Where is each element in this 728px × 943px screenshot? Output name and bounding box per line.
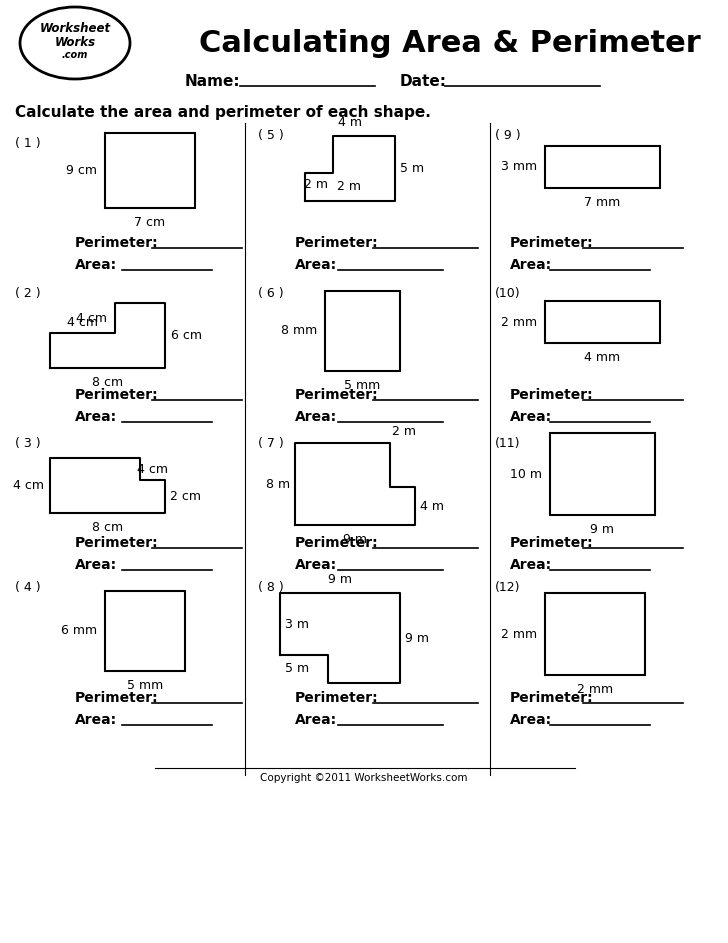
- Text: 5 m: 5 m: [285, 662, 309, 675]
- Text: 9 m: 9 m: [328, 573, 352, 586]
- Text: ( 4 ): ( 4 ): [15, 582, 41, 594]
- Text: Perimeter:: Perimeter:: [295, 691, 379, 705]
- Text: 8 mm: 8 mm: [281, 324, 317, 338]
- Text: Area:: Area:: [510, 410, 552, 424]
- Text: 4 mm: 4 mm: [585, 351, 620, 364]
- Text: (11): (11): [495, 437, 521, 450]
- Text: ( 2 ): ( 2 ): [15, 287, 41, 300]
- Ellipse shape: [20, 7, 130, 79]
- Text: 2 m: 2 m: [304, 177, 328, 190]
- Bar: [545, 593, 645, 675]
- Text: Name:: Name:: [185, 74, 241, 89]
- Text: 7 mm: 7 mm: [585, 196, 621, 209]
- Text: Perimeter:: Perimeter:: [295, 236, 379, 250]
- Text: Perimeter:: Perimeter:: [75, 536, 159, 550]
- Text: 3 m: 3 m: [285, 618, 309, 631]
- Bar: [545, 146, 660, 188]
- Text: Area:: Area:: [75, 713, 117, 727]
- Text: .com: .com: [62, 50, 88, 60]
- Text: ( 6 ): ( 6 ): [258, 287, 284, 300]
- Text: Perimeter:: Perimeter:: [510, 236, 593, 250]
- Text: 10 m: 10 m: [510, 468, 542, 481]
- Text: Date:: Date:: [400, 74, 447, 89]
- Text: 5 mm: 5 mm: [344, 379, 381, 392]
- Text: Perimeter:: Perimeter:: [75, 236, 159, 250]
- Text: Perimeter:: Perimeter:: [510, 691, 593, 705]
- Text: 9 m: 9 m: [405, 632, 429, 644]
- Text: ( 1 ): ( 1 ): [15, 137, 41, 150]
- Bar: [550, 433, 655, 515]
- Text: 4 cm: 4 cm: [13, 479, 44, 492]
- Text: 2 m: 2 m: [392, 425, 416, 438]
- Text: 6 cm: 6 cm: [171, 329, 202, 342]
- Text: Calculating Area & Perimeter: Calculating Area & Perimeter: [199, 28, 701, 58]
- Text: Area:: Area:: [510, 713, 552, 727]
- Text: ( 9 ): ( 9 ): [495, 128, 521, 141]
- Text: 3 mm: 3 mm: [501, 160, 537, 174]
- Text: 5 m: 5 m: [400, 162, 424, 175]
- Text: 9 m: 9 m: [590, 523, 614, 536]
- Text: 4 cm: 4 cm: [67, 316, 98, 329]
- Text: Area:: Area:: [510, 558, 552, 572]
- Text: Area:: Area:: [295, 558, 337, 572]
- Text: Worksheet: Worksheet: [39, 23, 111, 36]
- Text: Area:: Area:: [75, 258, 117, 272]
- Text: Perimeter:: Perimeter:: [295, 388, 379, 402]
- Bar: [105, 591, 185, 671]
- Text: Area:: Area:: [75, 558, 117, 572]
- Text: Perimeter:: Perimeter:: [510, 388, 593, 402]
- Text: (10): (10): [495, 287, 521, 300]
- Bar: [105, 133, 195, 208]
- Text: 2 mm: 2 mm: [577, 683, 613, 696]
- Text: 2 mm: 2 mm: [501, 316, 537, 328]
- Text: 7 cm: 7 cm: [135, 216, 165, 229]
- Text: Area:: Area:: [295, 410, 337, 424]
- Text: 8 m: 8 m: [266, 477, 290, 490]
- Text: 4 cm: 4 cm: [76, 311, 107, 324]
- Text: Perimeter:: Perimeter:: [510, 536, 593, 550]
- Text: (12): (12): [495, 582, 521, 594]
- Bar: [325, 291, 400, 371]
- Text: ( 5 ): ( 5 ): [258, 128, 284, 141]
- Text: 8 cm: 8 cm: [92, 376, 123, 389]
- Text: ( 3 ): ( 3 ): [15, 437, 41, 450]
- Text: Calculate the area and perimeter of each shape.: Calculate the area and perimeter of each…: [15, 106, 431, 121]
- Text: 2 m: 2 m: [337, 180, 361, 193]
- Text: 9 m: 9 m: [343, 533, 367, 546]
- Text: 2 mm: 2 mm: [501, 627, 537, 640]
- Text: 8 cm: 8 cm: [92, 521, 123, 534]
- Text: ( 8 ): ( 8 ): [258, 582, 284, 594]
- Text: Perimeter:: Perimeter:: [75, 691, 159, 705]
- Text: Area:: Area:: [75, 410, 117, 424]
- Text: 9 cm: 9 cm: [66, 164, 97, 177]
- Text: Perimeter:: Perimeter:: [295, 536, 379, 550]
- Text: Copyright ©2011 WorksheetWorks.com: Copyright ©2011 WorksheetWorks.com: [260, 773, 468, 783]
- Text: 4 m: 4 m: [338, 116, 362, 129]
- Text: Area:: Area:: [510, 258, 552, 272]
- Text: Area:: Area:: [295, 713, 337, 727]
- Text: 4 m: 4 m: [420, 500, 444, 512]
- Text: 4 cm: 4 cm: [137, 463, 168, 476]
- Text: Perimeter:: Perimeter:: [75, 388, 159, 402]
- Text: ( 7 ): ( 7 ): [258, 437, 284, 450]
- Text: Area:: Area:: [295, 258, 337, 272]
- Bar: [545, 301, 660, 343]
- Text: 5 mm: 5 mm: [127, 679, 163, 692]
- Text: 2 cm: 2 cm: [170, 490, 201, 503]
- Text: Works: Works: [55, 36, 95, 48]
- Text: 6 mm: 6 mm: [61, 624, 97, 637]
